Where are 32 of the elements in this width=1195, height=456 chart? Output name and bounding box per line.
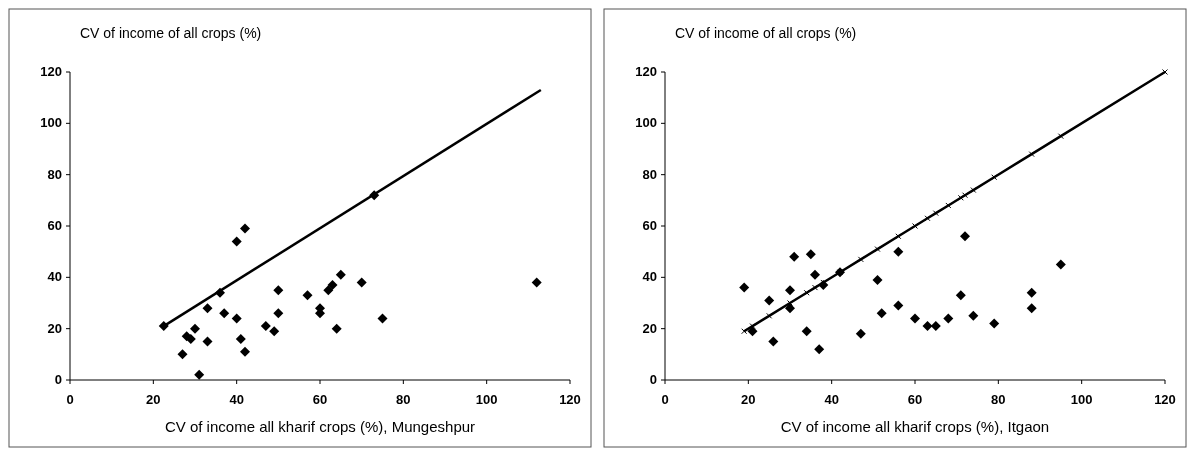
y-tick-label: 60 xyxy=(642,218,657,233)
x-tick-label: 100 xyxy=(1070,392,1093,407)
y-tick-label: 60 xyxy=(47,218,62,233)
x-axis-title: CV of income all kharif crops (%), Mungeshpur xyxy=(164,418,476,435)
x-tick-label: 20 xyxy=(146,392,161,407)
y-tick-label: 120 xyxy=(635,64,657,79)
x-tick-label: 80 xyxy=(991,392,1006,407)
y-tick-label: 0 xyxy=(649,372,657,387)
x-tick-label: 60 xyxy=(907,392,923,407)
x-tick-label: 40 xyxy=(824,392,839,407)
x-axis-title: CV of income all kharif crops (%), Itgaon xyxy=(780,418,1050,435)
x-tick-label: 80 xyxy=(396,392,411,407)
y-tick-label: 40 xyxy=(47,269,62,285)
y-tick-label: 100 xyxy=(40,115,62,131)
x-tick-label: 20 xyxy=(741,392,756,407)
y-axis-title: CV of income of all crops (%) xyxy=(80,25,262,41)
x-tick-label: 100 xyxy=(475,392,498,407)
x-tick-label: 0 xyxy=(66,392,74,407)
x-tick-label: 60 xyxy=(312,392,328,407)
y-tick-label: 120 xyxy=(40,64,62,79)
y-tick-label: 20 xyxy=(642,320,657,336)
y-tick-label: 40 xyxy=(642,269,657,285)
y-tick-label: 20 xyxy=(47,320,62,336)
y-tick-label: 0 xyxy=(54,372,62,387)
y-tick-label: 80 xyxy=(47,166,62,182)
x-tick-label: 120 xyxy=(559,392,581,407)
x-tick-label: 0 xyxy=(661,392,669,407)
y-axis-title: CV of income of all crops (%) xyxy=(675,25,857,41)
x-tick-label: 40 xyxy=(229,392,244,407)
x-tick-label: 120 xyxy=(1154,392,1176,407)
y-tick-label: 80 xyxy=(642,166,657,182)
y-tick-label: 100 xyxy=(635,115,657,131)
